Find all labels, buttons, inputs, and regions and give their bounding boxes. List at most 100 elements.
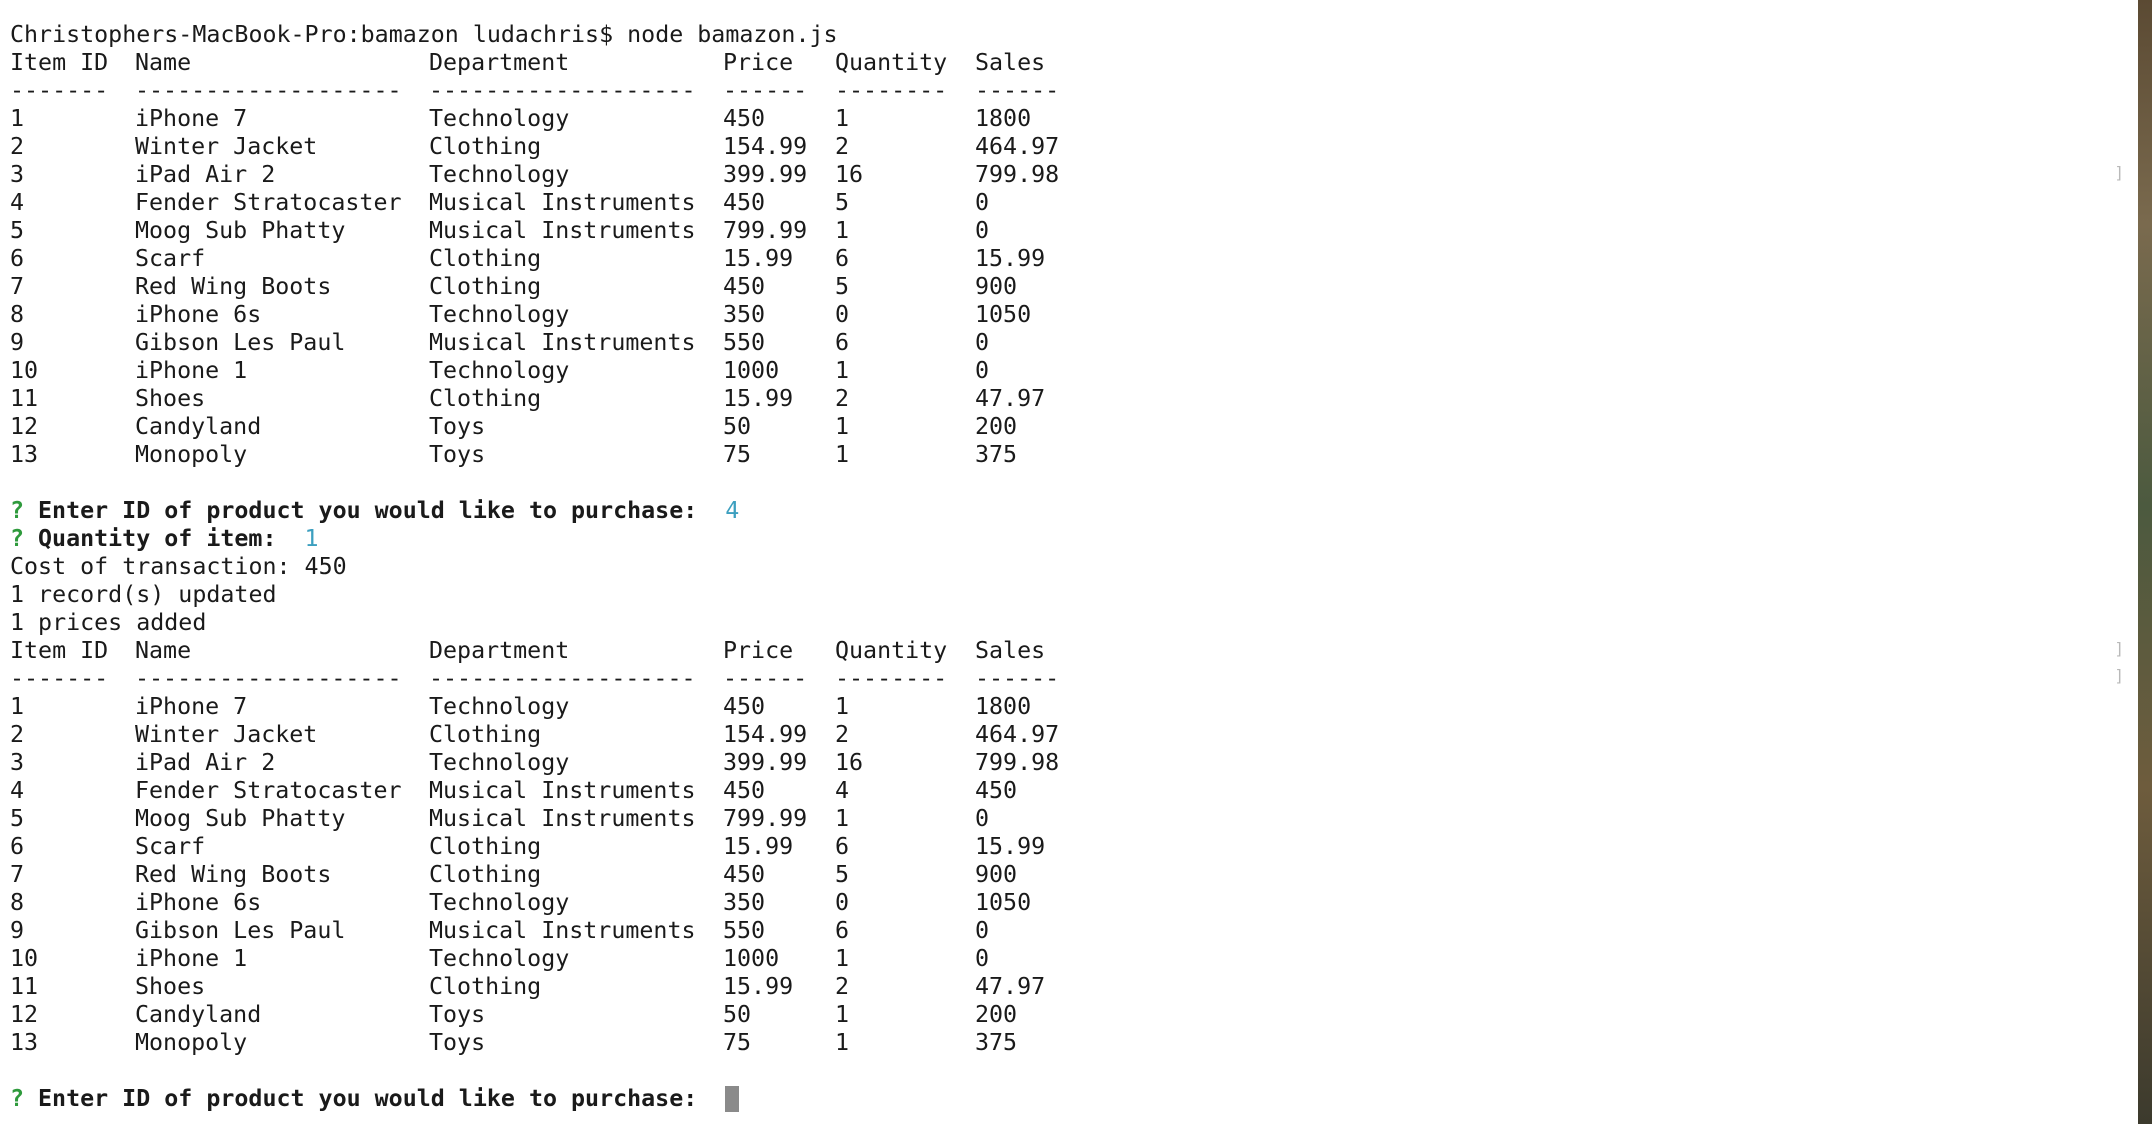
- cell-department: Musical Instruments: [429, 805, 696, 832]
- table-row: 3 iPad Air 2 Technology 399.99 16 799.98: [10, 749, 2138, 777]
- cell-quantity: 1: [835, 441, 850, 468]
- table-row: 9 Gibson Les Paul Musical Instruments 550 6 0: [10, 917, 2138, 945]
- cell-department: Technology: [429, 889, 570, 916]
- cell-name: iPhone 6s: [135, 301, 262, 328]
- cell-item-id: 9: [10, 917, 25, 944]
- cell-department: Musical Instruments: [429, 917, 696, 944]
- cell-sales: 0: [975, 945, 990, 972]
- cell-name: -------------------: [135, 665, 402, 692]
- selection-bracket-icon: ]: [2114, 639, 2124, 658]
- cell-department: Technology: [429, 301, 570, 328]
- cell-name: Winter Jacket: [135, 721, 318, 748]
- table-row: 11 Shoes Clothing 15.99 2 47.97: [10, 385, 2138, 413]
- cell-quantity: 16: [835, 749, 864, 776]
- product-table-after: Item ID Name Department Price Quantity Sales -…: [10, 637, 2138, 1057]
- cell-sales: 900: [975, 273, 1018, 300]
- cell-sales: ------: [975, 77, 1060, 104]
- cell-price: 450: [723, 777, 766, 804]
- cell-name: Winter Jacket: [135, 133, 318, 160]
- cell-item-id: 13: [10, 1029, 39, 1056]
- prompt-qty-label: Quantity of item:: [38, 525, 277, 552]
- cell-item-id: 3: [10, 161, 25, 188]
- terminal-cursor[interactable]: [725, 1086, 740, 1112]
- prompt-marker: ?: [10, 525, 25, 552]
- cell-price: 450: [723, 105, 766, 132]
- cell-department: Clothing: [429, 385, 542, 412]
- cell-price: 1000: [723, 357, 780, 384]
- cell-sales: ------: [975, 665, 1060, 692]
- cell-price: 550: [723, 917, 766, 944]
- cell-item-id: 10: [10, 357, 39, 384]
- table-row: 10 iPhone 1 Technology 1000 1 0: [10, 945, 2138, 973]
- cell-price: 399.99: [723, 161, 808, 188]
- cell-sales: 375: [975, 441, 1018, 468]
- cell-name: Moog Sub Phatty: [135, 217, 346, 244]
- cell-department: Clothing: [429, 861, 542, 888]
- cell-price: Price: [723, 49, 794, 76]
- cell-item-id: 1: [10, 105, 25, 132]
- cell-item-id: 4: [10, 777, 25, 804]
- cell-sales: 464.97: [975, 133, 1060, 160]
- cell-quantity: 2: [835, 973, 850, 1000]
- cell-sales: 1050: [975, 889, 1032, 916]
- cell-sales: 200: [975, 1001, 1018, 1028]
- cell-sales: 0: [975, 189, 990, 216]
- cell-price: 350: [723, 889, 766, 916]
- cell-quantity: 0: [835, 889, 850, 916]
- cell-quantity: 0: [835, 301, 850, 328]
- cell-name: Name: [135, 49, 192, 76]
- cell-name: Scarf: [135, 833, 206, 860]
- cell-department: Technology: [429, 357, 570, 384]
- cell-department: Department: [429, 637, 570, 664]
- cell-department: Toys: [429, 1001, 486, 1028]
- cell-item-id: 11: [10, 385, 39, 412]
- cell-name: Shoes: [135, 385, 206, 412]
- cell-quantity: 1: [835, 357, 850, 384]
- cell-department: Department: [429, 49, 570, 76]
- table-row: 4 Fender Stratocaster Musical Instruments 4…: [10, 189, 2138, 217]
- cell-department: Clothing: [429, 133, 542, 160]
- cell-price: 75: [723, 1029, 752, 1056]
- cell-quantity: 6: [835, 833, 850, 860]
- cell-name: Monopoly: [135, 1029, 248, 1056]
- cell-department: -------------------: [429, 665, 696, 692]
- cell-item-id: 12: [10, 1001, 39, 1028]
- cell-name: Candyland: [135, 1001, 262, 1028]
- cell-sales: 375: [975, 1029, 1018, 1056]
- cell-name: Gibson Les Paul: [135, 917, 346, 944]
- cell-sales: 15.99: [975, 245, 1046, 272]
- table-row: 2 Winter Jacket Clothing 154.99 2 464.97: [10, 721, 2138, 749]
- table-row: 8 iPhone 6s Technology 350 0 1050: [10, 301, 2138, 329]
- table-row: 12 Candyland Toys 50 1 200: [10, 1001, 2138, 1029]
- cell-price: 450: [723, 273, 766, 300]
- output-updated: 1 record(s) updated: [10, 581, 277, 608]
- cell-department: Clothing: [429, 245, 542, 272]
- output-cost: Cost of transaction: 450: [10, 553, 347, 580]
- cell-department: Toys: [429, 1029, 486, 1056]
- cell-item-id: 2: [10, 133, 25, 160]
- cell-item-id: 5: [10, 805, 25, 832]
- table-header-row: Item ID Name Department Price Quantity Sales: [10, 637, 2138, 665]
- cell-item-id: -------: [10, 665, 109, 692]
- cell-name: iPhone 6s: [135, 889, 262, 916]
- cell-price: 15.99: [723, 973, 794, 1000]
- cell-price: 50: [723, 1001, 752, 1028]
- cell-quantity: 16: [835, 161, 864, 188]
- cell-sales: 0: [975, 805, 990, 832]
- table-separator-row: ------- ------------------- --------------…: [10, 77, 2138, 105]
- cell-price: 75: [723, 441, 752, 468]
- cell-item-id: 6: [10, 833, 25, 860]
- prompt-final[interactable]: ? Enter ID of product you would like to …: [10, 1085, 2138, 1113]
- cell-quantity: 1: [835, 945, 850, 972]
- blank-line: [10, 1057, 2138, 1085]
- cell-item-id: Item ID: [10, 49, 109, 76]
- cell-name: Scarf: [135, 245, 206, 272]
- table-separator-row: ------- ------------------- --------------…: [10, 665, 2138, 693]
- cell-department: Toys: [429, 441, 486, 468]
- cell-name: iPhone 1: [135, 945, 248, 972]
- cell-price: 550: [723, 329, 766, 356]
- command-line: Christophers-MacBook-Pro:bamazon ludachr…: [10, 21, 838, 48]
- cell-quantity: 4: [835, 777, 850, 804]
- cell-name: Candyland: [135, 413, 262, 440]
